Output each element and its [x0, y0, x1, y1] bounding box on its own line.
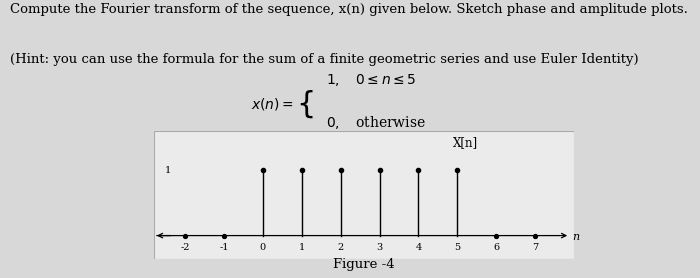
Text: 4: 4 [415, 244, 421, 252]
Text: (Hint: you can use the formula for the sum of a finite geometric series and use : (Hint: you can use the formula for the s… [10, 53, 639, 66]
Text: $\{$: $\{$ [296, 88, 314, 120]
Text: 6: 6 [494, 244, 499, 252]
Text: X[n]: X[n] [452, 136, 477, 149]
Text: 1: 1 [299, 244, 305, 252]
Text: 0: 0 [260, 244, 266, 252]
Text: -2: -2 [181, 244, 190, 252]
Text: 3: 3 [377, 244, 383, 252]
Text: 1: 1 [164, 165, 171, 175]
Text: Compute the Fourier transform of the sequence, x(n) given below. Sketch phase an: Compute the Fourier transform of the seq… [10, 3, 688, 16]
Text: $x(n) =$: $x(n) =$ [251, 96, 294, 112]
Text: 7: 7 [532, 244, 538, 252]
Text: 5: 5 [454, 244, 461, 252]
Text: Figure -4: Figure -4 [333, 258, 395, 270]
Text: $1,$   $0 \leq n \leq 5$: $1,$ $0 \leq n \leq 5$ [326, 72, 416, 88]
Text: n: n [572, 232, 579, 242]
Text: -1: -1 [219, 244, 229, 252]
Text: 2: 2 [337, 244, 344, 252]
Text: $0,$   otherwise: $0,$ otherwise [326, 114, 426, 131]
